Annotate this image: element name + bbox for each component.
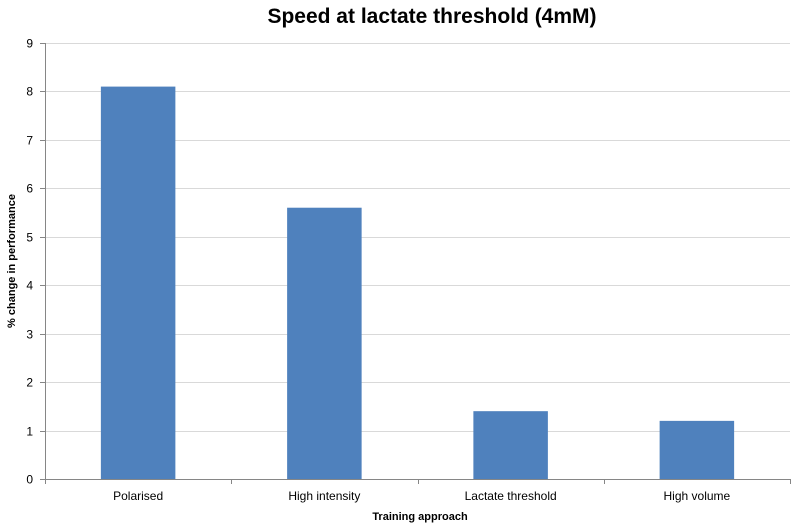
y-tick-label: 8 bbox=[26, 85, 33, 99]
y-tick-label: 6 bbox=[26, 182, 33, 196]
bars bbox=[100, 86, 735, 479]
x-tick-label: High volume bbox=[664, 489, 731, 503]
x-axis-title: Training approach bbox=[372, 511, 468, 523]
y-tick-label: 5 bbox=[26, 231, 33, 245]
y-tick-label: 1 bbox=[26, 425, 33, 439]
x-tick-label: High intensity bbox=[288, 489, 360, 503]
y-tick-label: 2 bbox=[26, 376, 33, 390]
y-tick-label: 3 bbox=[26, 328, 33, 342]
bar-high-intensity bbox=[287, 207, 362, 479]
y-axis-title: % change in performance bbox=[6, 194, 18, 328]
y-tick-label: 4 bbox=[26, 279, 33, 293]
x-tick-labels: Polarised High intensity Lactate threshold… bbox=[113, 489, 730, 503]
y-tick-labels: 0 1 2 3 4 5 6 7 8 9 bbox=[26, 37, 33, 487]
x-tick-label: Lactate threshold bbox=[465, 489, 557, 503]
bar-high-volume bbox=[659, 420, 735, 479]
x-tick-label: Polarised bbox=[113, 489, 163, 503]
chart-title: Speed at lactate threshold (4mM) bbox=[267, 5, 596, 28]
y-tick-label: 9 bbox=[26, 37, 33, 51]
bar-lactate-threshold bbox=[473, 411, 548, 479]
bar-polarised bbox=[100, 86, 176, 479]
y-tick-label: 7 bbox=[26, 134, 33, 148]
y-tick-label: 0 bbox=[26, 473, 33, 487]
axes bbox=[40, 43, 791, 484]
